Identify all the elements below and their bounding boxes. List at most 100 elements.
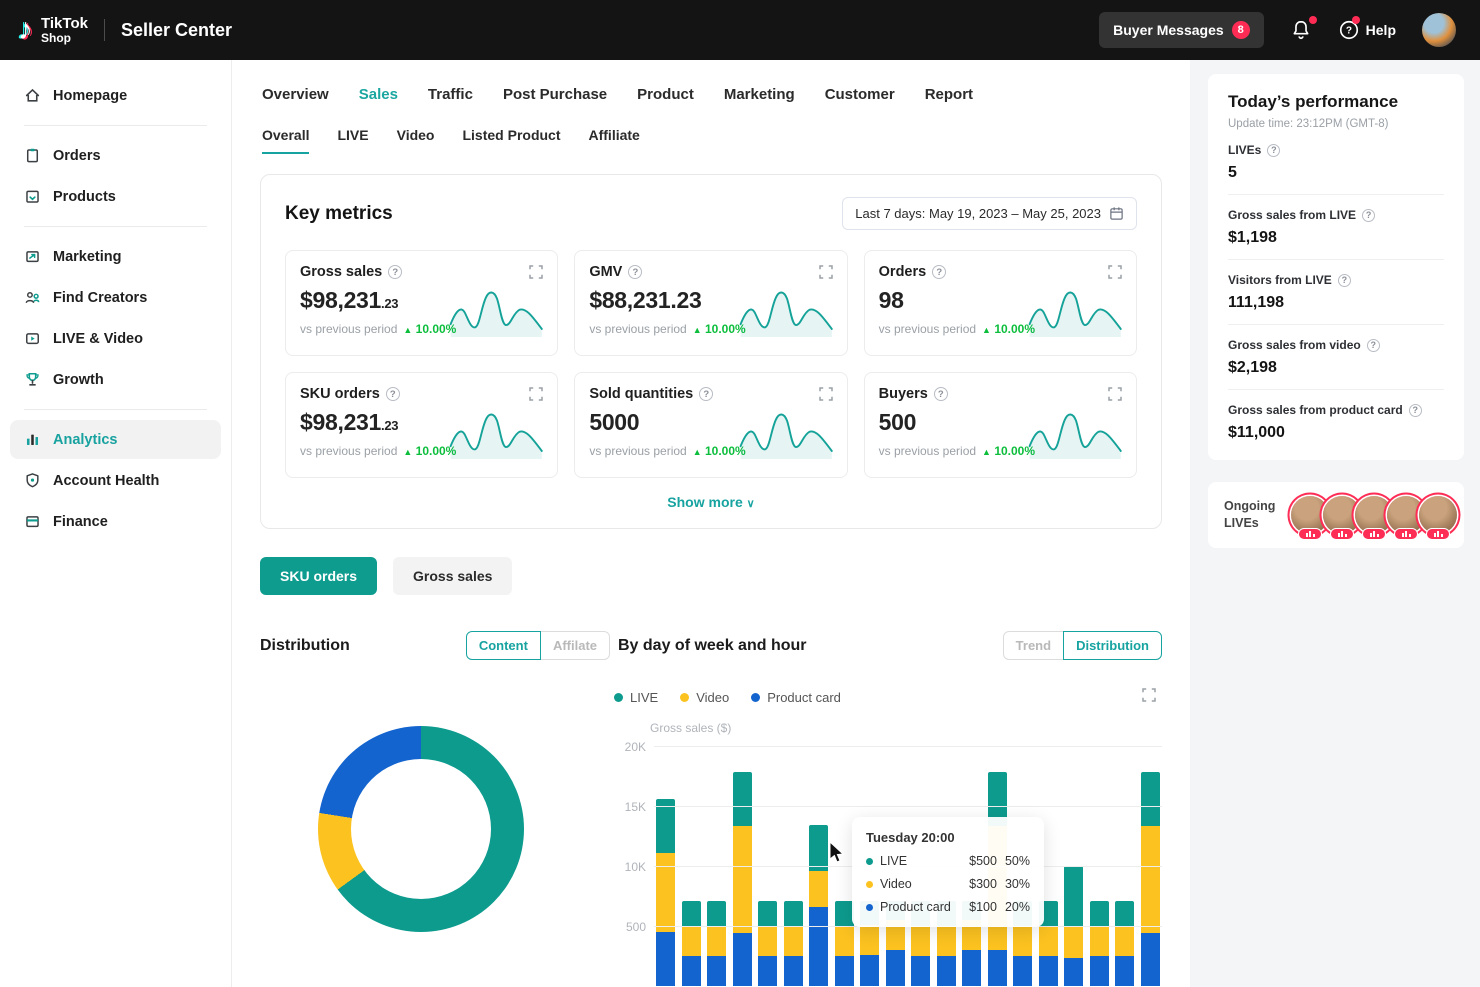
question-icon[interactable]: ? bbox=[1338, 274, 1351, 287]
bar-segment-live bbox=[784, 901, 803, 926]
sidebar-item-account-health[interactable]: Account Health bbox=[10, 461, 221, 500]
metric-card-sold-quantities: Sold quantities?5000vs previous period▲ … bbox=[574, 372, 847, 478]
bar-column-3[interactable] bbox=[707, 901, 726, 986]
question-icon[interactable]: ? bbox=[628, 265, 642, 279]
ongoing-lives-label: Ongoing LIVEs bbox=[1224, 498, 1275, 532]
sidebar-item-find-creators[interactable]: Find Creators bbox=[10, 278, 221, 317]
date-range-text: Last 7 days: May 19, 2023 – May 25, 2023 bbox=[855, 206, 1101, 221]
tab-customer[interactable]: Customer bbox=[825, 80, 895, 109]
subtab-affiliate[interactable]: Affiliate bbox=[589, 123, 640, 154]
segment-trend[interactable]: Trend bbox=[1003, 631, 1064, 660]
expand-icon[interactable] bbox=[1142, 688, 1156, 707]
sidebar-item-finance[interactable]: Finance bbox=[10, 502, 221, 541]
distribution-donut-chart[interactable] bbox=[318, 726, 524, 932]
notifications-button[interactable] bbox=[1290, 19, 1312, 41]
growth-icon bbox=[24, 371, 41, 388]
bar-column-19[interactable] bbox=[1115, 901, 1134, 986]
bar-column-6[interactable] bbox=[784, 901, 803, 986]
tab-report[interactable]: Report bbox=[925, 80, 973, 109]
bar-column-8[interactable] bbox=[835, 901, 854, 986]
question-icon[interactable]: ? bbox=[386, 387, 400, 401]
date-range-picker[interactable]: Last 7 days: May 19, 2023 – May 25, 2023 bbox=[842, 197, 1137, 230]
tooltip-row-video: Video$30030% bbox=[866, 877, 1030, 891]
question-icon[interactable]: ? bbox=[388, 265, 402, 279]
legend-label: Product card bbox=[767, 690, 841, 705]
legend-item-product-card[interactable]: Product card bbox=[751, 690, 841, 705]
bar-segment-video bbox=[784, 926, 803, 956]
tab-post-purchase[interactable]: Post Purchase bbox=[503, 80, 607, 109]
question-icon[interactable]: ? bbox=[934, 387, 948, 401]
y-axis-tick: 500 bbox=[610, 920, 646, 934]
metric-card-gross-sales: Gross sales?$98,231.23vs previous period… bbox=[285, 250, 558, 356]
up-arrow-icon: ▲ bbox=[693, 325, 702, 335]
sidebar: Homepage Orders Products Marketing Find Crea… bbox=[0, 60, 232, 987]
distribution-title: Distribution bbox=[260, 637, 350, 655]
tab-marketing[interactable]: Marketing bbox=[724, 80, 795, 109]
bar-column-2[interactable] bbox=[682, 901, 701, 986]
question-icon[interactable]: ? bbox=[932, 265, 946, 279]
sidebar-item-live-video[interactable]: LIVE & Video bbox=[10, 319, 221, 358]
vs-previous-label: vs previous period bbox=[879, 444, 976, 458]
buyer-messages-button[interactable]: Buyer Messages 8 bbox=[1099, 12, 1264, 48]
metric-card-gmv: GMV?$88,231.23vs previous period▲ 10.00% bbox=[574, 250, 847, 356]
sidebar-item-homepage[interactable]: Homepage bbox=[10, 76, 221, 115]
segment-distribution[interactable]: Distribution bbox=[1063, 631, 1162, 660]
bar-segment-product-card bbox=[911, 956, 930, 986]
tooltip-series-name: LIVE bbox=[880, 854, 907, 868]
sidebar-item-label: Marketing bbox=[53, 249, 122, 265]
user-avatar[interactable] bbox=[1422, 13, 1456, 47]
sparkline-chart bbox=[449, 281, 545, 345]
sidebar-item-label: Homepage bbox=[53, 88, 127, 104]
segment-affilate[interactable]: Affilate bbox=[540, 631, 610, 660]
bar-column-18[interactable] bbox=[1090, 901, 1109, 986]
show-more-link[interactable]: Show more ∨ bbox=[285, 494, 1137, 510]
question-icon[interactable]: ? bbox=[1362, 209, 1375, 222]
live-avatar[interactable] bbox=[1419, 496, 1457, 534]
bar-segment-live bbox=[682, 901, 701, 926]
bar-column-5[interactable] bbox=[758, 901, 777, 986]
legend-item-video[interactable]: Video bbox=[680, 690, 729, 705]
expand-icon[interactable] bbox=[819, 265, 833, 279]
sidebar-item-analytics[interactable]: Analytics bbox=[10, 420, 221, 459]
tab-overview[interactable]: Overview bbox=[262, 80, 329, 109]
analytics-icon bbox=[24, 431, 41, 448]
tooltip-row-live: LIVE$50050% bbox=[866, 854, 1030, 868]
bar-segment-video bbox=[835, 926, 854, 956]
expand-icon[interactable] bbox=[1108, 265, 1122, 279]
chevron-down-icon: ∨ bbox=[747, 498, 755, 510]
stacked-bar-chart[interactable]: Tuesday 20:00 LIVE$50050%Video$30030%Pro… bbox=[654, 741, 1162, 987]
bar-column-4[interactable] bbox=[733, 772, 752, 986]
subtab-live[interactable]: LIVE bbox=[337, 123, 368, 154]
toggle-gross-sales[interactable]: Gross sales bbox=[393, 557, 512, 595]
expand-icon[interactable] bbox=[819, 387, 833, 401]
bar-column-1[interactable] bbox=[656, 799, 675, 986]
tooltip-value: $300 bbox=[969, 877, 997, 891]
question-icon[interactable]: ? bbox=[1367, 339, 1380, 352]
legend-label: LIVE bbox=[630, 690, 658, 705]
tab-product[interactable]: Product bbox=[637, 80, 694, 109]
vs-previous-label: vs previous period bbox=[300, 444, 397, 458]
subtab-overall[interactable]: Overall bbox=[262, 123, 309, 154]
subtab-video[interactable]: Video bbox=[397, 123, 435, 154]
sidebar-item-label: Products bbox=[53, 189, 116, 205]
bar-column-20[interactable] bbox=[1141, 772, 1160, 986]
question-icon[interactable]: ? bbox=[1409, 404, 1422, 417]
sidebar-item-growth[interactable]: Growth bbox=[10, 360, 221, 399]
legend-item-live[interactable]: LIVE bbox=[614, 690, 658, 705]
expand-icon[interactable] bbox=[1108, 387, 1122, 401]
expand-icon[interactable] bbox=[529, 387, 543, 401]
toggle-sku-orders[interactable]: SKU orders bbox=[260, 557, 377, 595]
sidebar-item-products[interactable]: Products bbox=[10, 177, 221, 216]
sidebar-item-orders[interactable]: Orders bbox=[10, 136, 221, 175]
metric-toggle: SKU orders Gross sales bbox=[260, 557, 1190, 595]
tiktok-shop-logo[interactable]: ♪ TikTok Shop bbox=[18, 15, 88, 45]
question-icon[interactable]: ? bbox=[699, 387, 713, 401]
subtab-listed-product[interactable]: Listed Product bbox=[462, 123, 560, 154]
expand-icon[interactable] bbox=[529, 265, 543, 279]
tab-sales[interactable]: Sales bbox=[359, 80, 398, 109]
question-icon[interactable]: ? bbox=[1267, 144, 1280, 157]
segment-content[interactable]: Content bbox=[466, 631, 541, 660]
tab-traffic[interactable]: Traffic bbox=[428, 80, 473, 109]
sidebar-item-marketing[interactable]: Marketing bbox=[10, 237, 221, 276]
help-button[interactable]: ? Help bbox=[1338, 19, 1396, 41]
